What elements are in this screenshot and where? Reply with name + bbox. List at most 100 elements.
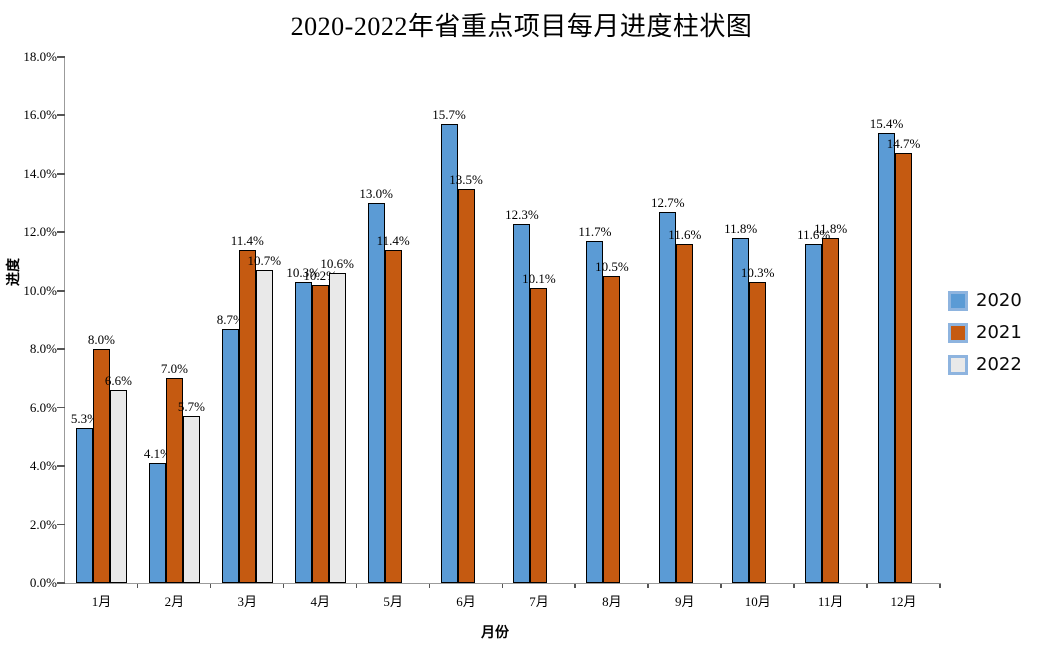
bar-2020-8月 (586, 241, 604, 583)
x-tick-mark (720, 584, 722, 588)
x-tick-label-1月: 1月 (91, 594, 112, 609)
y-tick-mark (57, 465, 65, 467)
x-tick-mark (866, 584, 868, 588)
y-tick-label: 6.0% (29, 399, 57, 415)
bar-2021-8月 (603, 276, 621, 583)
bar-2021-11月 (822, 238, 840, 583)
y-tick-label: 12.0% (23, 224, 57, 240)
x-tick-label-12月: 12月 (890, 594, 917, 609)
y-tick-mark (57, 348, 65, 351)
bar-2020-2月 (148, 463, 166, 583)
data-label-2021-8月: 10.5% (595, 259, 629, 275)
data-label-2022-4月: 10.6% (320, 256, 354, 272)
x-tick-label-9月: 9月 (675, 594, 695, 609)
bar-2020-10月 (732, 238, 750, 583)
data-label-2021-6月: 13.5% (449, 171, 483, 187)
bar-2021-12月 (895, 153, 913, 583)
legend-label-2021: 2021 (976, 322, 1022, 343)
bar-2020-1月 (75, 428, 93, 583)
data-label-2021-7月: 10.1% (522, 270, 556, 286)
data-label-2021-4月: 10.2% (303, 267, 337, 283)
y-tick-label: 18.0% (23, 49, 57, 64)
y-axis-line (64, 57, 66, 583)
y-tick-label: 14.0% (23, 165, 57, 181)
data-label-2020-9月: 12.7% (650, 194, 685, 210)
data-label-2020-10月: 11.8% (724, 221, 758, 237)
x-tick-mark (647, 584, 649, 588)
bar-2022-4月 (328, 273, 346, 583)
y-tick-mark (57, 523, 65, 526)
bar-2020-4月 (294, 282, 312, 583)
bar-2022-2月 (182, 416, 200, 583)
legend-swatch-2020 (948, 290, 968, 311)
legend-item-2022: 2022 (948, 354, 1043, 375)
bar-2021-7月 (530, 287, 548, 583)
x-tick-label-11月: 11月 (817, 594, 844, 609)
data-label-2022-3月: 10.7% (247, 253, 282, 269)
data-label-2021-12月: 14.7% (886, 136, 921, 152)
y-tick-mark (57, 114, 65, 117)
y-tick-mark (57, 172, 65, 175)
data-label-2022-1月: 6.6% (104, 373, 132, 389)
x-tick-label-8月: 8月 (602, 594, 622, 609)
x-tick-mark (793, 584, 795, 588)
y-tick-label: 8.0% (29, 341, 57, 357)
data-label-2020-1月: 5.3% (70, 411, 98, 427)
bar-2020-5月 (367, 203, 385, 583)
data-label-2020-12月: 15.4% (869, 115, 904, 131)
bar-2021-3月 (238, 249, 256, 583)
x-tick-label-2月: 2月 (164, 594, 185, 609)
y-tick-mark (57, 582, 65, 584)
data-label-2021-10月: 10.3% (740, 265, 775, 280)
legend-label-2020: 2020 (976, 290, 1022, 311)
y-tick-label: 0.0% (29, 575, 57, 590)
bar-2021-6月 (457, 188, 475, 583)
data-label-2021-1月: 8.0% (87, 332, 115, 348)
data-label-2021-5月: 11.4% (376, 232, 410, 248)
y-tick-label: 4.0% (29, 458, 57, 474)
y-tick-label: 10.0% (23, 282, 57, 298)
y-tick-mark (57, 289, 65, 292)
bar-2021-10月 (749, 282, 767, 583)
data-label-2021-2月: 7.0% (160, 361, 188, 377)
x-tick-mark (939, 584, 941, 588)
y-tick-label: 2.0% (29, 516, 57, 532)
data-label-2021-9月: 11.6% (668, 227, 702, 243)
y-tick-mark (57, 56, 65, 58)
bar-2022-3月 (255, 270, 273, 583)
data-label-2021-11月: 11.8% (814, 221, 848, 237)
x-tick-label-3月: 3月 (237, 594, 258, 609)
bar-2021-2月 (165, 378, 183, 583)
data-label-2020-3月: 8.7% (216, 311, 244, 327)
x-axis-line (65, 583, 941, 585)
bar-2020-9月 (659, 211, 677, 583)
bar-2020-3月 (221, 328, 239, 583)
x-tick-label-10月: 10月 (744, 594, 771, 609)
x-tick-label-4月: 4月 (310, 594, 330, 609)
x-axis-title: 月份 (481, 626, 509, 641)
bar-2021-1月 (92, 349, 110, 583)
legend-label-2022: 2022 (976, 354, 1022, 375)
data-label-2020-8月: 11.7% (578, 224, 612, 240)
data-label-2020-7月: 12.3% (505, 206, 539, 222)
data-label-2022-2月: 5.7% (177, 399, 205, 415)
x-tick-mark (209, 584, 212, 588)
data-label-2021-3月: 11.4% (230, 232, 264, 248)
x-tick-mark (136, 584, 139, 588)
bar-2020-12月 (878, 132, 896, 583)
data-label-2020-6月: 15.7% (432, 107, 466, 123)
x-tick-mark (428, 584, 431, 588)
bar-2020-6月 (440, 124, 458, 583)
legend-item-2020: 2020 (948, 290, 1043, 311)
bar-2020-7月 (513, 223, 531, 583)
y-tick-mark (57, 406, 65, 409)
chart-title: 2020-2022年省重点项目每月进度柱状图 (290, 12, 753, 41)
legend: 2020 2021 2022 (948, 290, 1043, 386)
x-tick-mark (282, 584, 285, 588)
legend-swatch-2021 (948, 322, 968, 343)
x-tick-label-7月: 7月 (529, 594, 549, 609)
bar-2021-9月 (676, 244, 694, 583)
legend-item-2021: 2021 (948, 322, 1043, 343)
